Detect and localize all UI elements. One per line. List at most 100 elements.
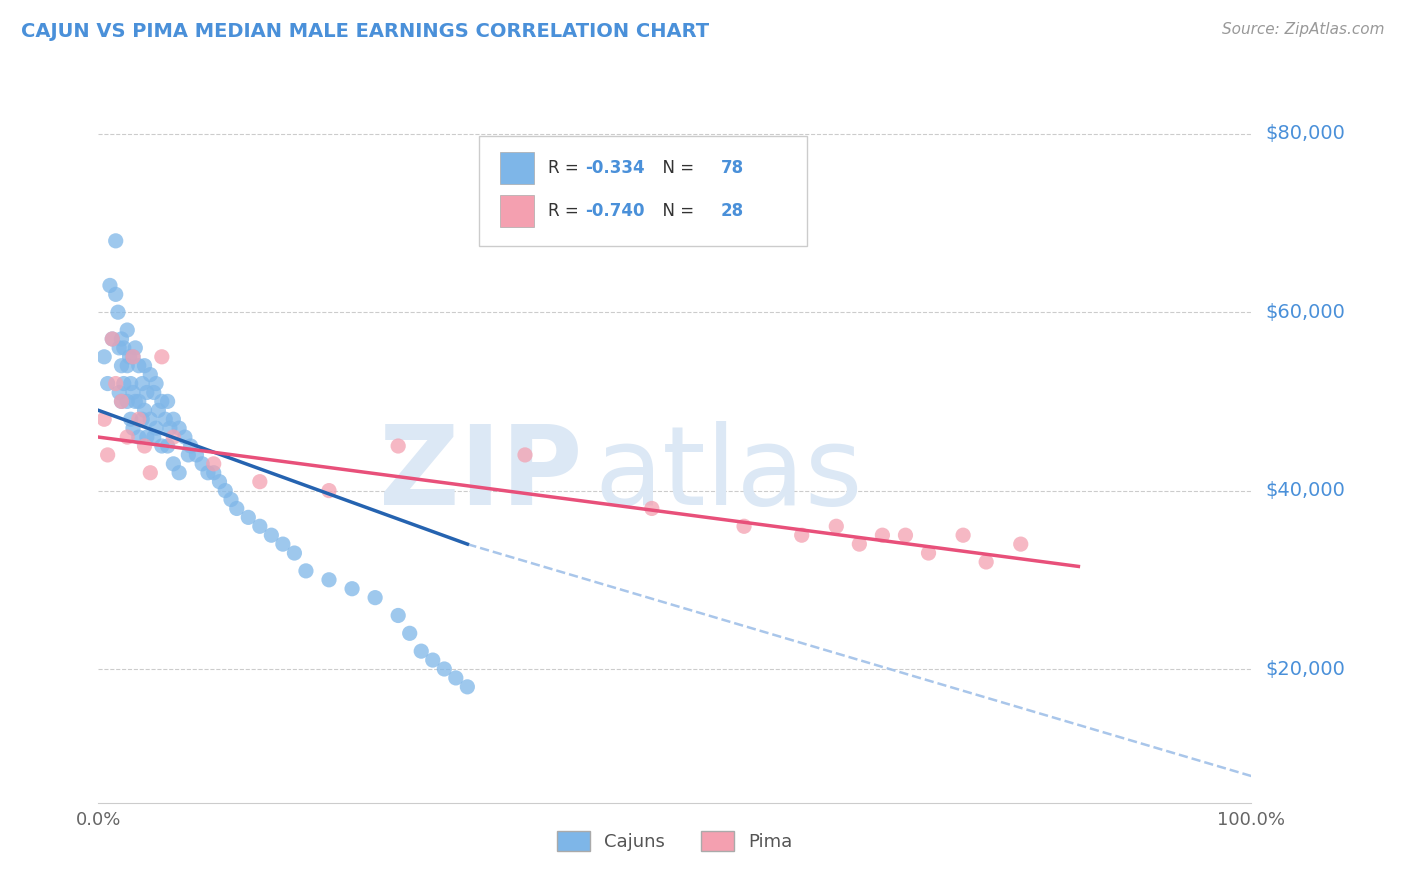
Point — [104, 234, 127, 248]
Point — [513, 448, 536, 462]
Point — [202, 457, 225, 471]
Text: 28: 28 — [721, 202, 744, 219]
Point — [180, 439, 202, 453]
Point — [110, 359, 132, 373]
Point — [93, 350, 115, 364]
Point — [107, 305, 129, 319]
Point — [872, 528, 894, 542]
Point — [150, 350, 173, 364]
Text: atlas: atlas — [595, 421, 863, 528]
Text: -0.740: -0.740 — [585, 202, 644, 219]
Point — [122, 350, 145, 364]
Point — [790, 528, 813, 542]
FancyBboxPatch shape — [499, 194, 534, 227]
Point — [894, 528, 917, 542]
Point — [120, 376, 142, 391]
Point — [156, 439, 179, 453]
Point — [208, 475, 231, 489]
Point — [422, 653, 444, 667]
Point — [118, 350, 141, 364]
Point — [162, 430, 184, 444]
Point — [101, 332, 124, 346]
Point — [98, 278, 121, 293]
Point — [108, 341, 131, 355]
FancyBboxPatch shape — [499, 152, 534, 184]
Point — [108, 385, 131, 400]
Point — [283, 546, 305, 560]
Point — [139, 412, 162, 426]
Point — [117, 359, 139, 373]
Point — [433, 662, 456, 676]
Point — [974, 555, 997, 569]
Point — [134, 439, 156, 453]
Point — [191, 457, 214, 471]
Point — [444, 671, 467, 685]
Point — [124, 394, 146, 409]
FancyBboxPatch shape — [479, 136, 807, 246]
Point — [186, 448, 208, 462]
Point — [122, 385, 145, 400]
Point — [101, 332, 124, 346]
Point — [249, 475, 271, 489]
Point — [112, 341, 135, 355]
Point — [219, 492, 242, 507]
Point — [122, 350, 145, 364]
Point — [139, 466, 162, 480]
Point — [145, 421, 167, 435]
Text: ZIP: ZIP — [380, 421, 582, 528]
Point — [142, 430, 165, 444]
Point — [238, 510, 260, 524]
Text: $60,000: $60,000 — [1265, 302, 1346, 322]
Point — [318, 573, 340, 587]
Point — [150, 439, 173, 453]
Point — [110, 394, 132, 409]
Point — [104, 376, 127, 391]
Legend: Cajuns, Pima: Cajuns, Pima — [550, 823, 800, 858]
Point — [364, 591, 387, 605]
Text: 78: 78 — [721, 159, 744, 177]
Point — [117, 394, 139, 409]
Point — [162, 412, 184, 426]
Point — [93, 412, 115, 426]
Point — [162, 457, 184, 471]
Point — [295, 564, 318, 578]
Point — [131, 412, 153, 426]
Point — [387, 439, 409, 453]
Text: N =: N = — [652, 202, 699, 219]
Text: $40,000: $40,000 — [1265, 481, 1346, 500]
Point — [97, 376, 120, 391]
Point — [155, 412, 177, 426]
Point — [214, 483, 236, 498]
Point — [167, 421, 190, 435]
Point — [148, 403, 170, 417]
Text: CAJUN VS PIMA MEDIAN MALE EARNINGS CORRELATION CHART: CAJUN VS PIMA MEDIAN MALE EARNINGS CORRE… — [21, 22, 709, 41]
Point — [398, 626, 420, 640]
Point — [150, 394, 173, 409]
Point — [128, 394, 150, 409]
Point — [139, 368, 162, 382]
Point — [110, 332, 132, 346]
Point — [917, 546, 939, 560]
Point — [1010, 537, 1032, 551]
Point — [131, 376, 153, 391]
Point — [177, 448, 200, 462]
Text: $80,000: $80,000 — [1265, 124, 1346, 144]
Point — [97, 448, 120, 462]
Point — [167, 466, 190, 480]
Point — [124, 341, 146, 355]
Point — [135, 430, 157, 444]
Point — [271, 537, 294, 551]
Text: $20,000: $20,000 — [1265, 659, 1346, 679]
Text: Source: ZipAtlas.com: Source: ZipAtlas.com — [1222, 22, 1385, 37]
Point — [135, 385, 157, 400]
Text: R =: R = — [548, 159, 583, 177]
Point — [110, 394, 132, 409]
Point — [411, 644, 433, 658]
Point — [952, 528, 974, 542]
Point — [128, 430, 150, 444]
Point — [387, 608, 409, 623]
Text: -0.334: -0.334 — [585, 159, 644, 177]
Point — [134, 359, 156, 373]
Point — [825, 519, 848, 533]
Point — [318, 483, 340, 498]
